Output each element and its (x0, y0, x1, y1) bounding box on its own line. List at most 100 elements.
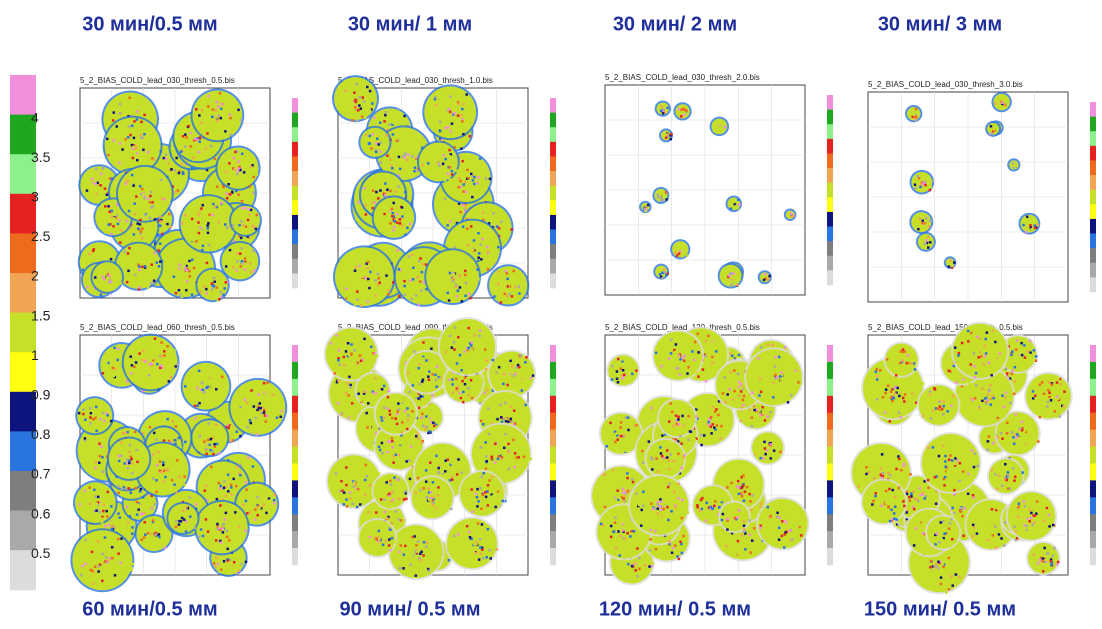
map-pixel (376, 355, 379, 358)
map-pixel (731, 355, 734, 358)
map-pixel (403, 285, 406, 288)
map-pixel (359, 503, 362, 506)
map-pixel (225, 192, 228, 195)
mini-colorbar (292, 142, 298, 157)
map-pixel (397, 402, 400, 405)
map-pixel (385, 481, 388, 484)
map-pixel (97, 540, 100, 543)
map-pixel (262, 406, 265, 409)
map-pixel (670, 133, 673, 136)
map-pixel (665, 274, 668, 277)
map-pixel (449, 166, 452, 169)
map-pixel (494, 443, 497, 446)
map-pixel (178, 267, 181, 270)
map-pixel (470, 344, 473, 347)
map-pixel (144, 245, 147, 248)
map-pixel (515, 366, 518, 369)
map-pixel (442, 209, 445, 212)
map-pixel (205, 518, 208, 521)
map-pixel (208, 214, 211, 217)
map-pixel (103, 504, 106, 507)
map-pixel (104, 231, 107, 234)
map-pixel (222, 491, 225, 494)
map-pixel (357, 485, 360, 488)
map-panel: 5_2_BIAS_COLD_lead_090_thresh_0.5.bis (324, 317, 556, 580)
map-pixel (391, 417, 394, 420)
map-pixel (110, 281, 113, 284)
map-pixel (86, 189, 89, 192)
map-pixel (432, 481, 435, 484)
map-pixel (482, 423, 485, 426)
map-pixel (141, 227, 144, 230)
map-pixel (457, 533, 460, 536)
map-pixel (417, 276, 420, 279)
map-pixel (89, 247, 92, 250)
map-pixel (360, 305, 363, 308)
map-pixel (101, 553, 104, 556)
map-pixel (925, 223, 928, 226)
map-pixel (435, 379, 438, 382)
map-pixel (431, 364, 434, 367)
map-pixel (133, 146, 136, 149)
map-pixel (476, 373, 479, 376)
map-pixel (532, 374, 535, 377)
map-pixel (133, 120, 136, 123)
map-pixel (110, 258, 113, 261)
map-pixel (216, 490, 219, 493)
map-pixel (468, 531, 471, 534)
map-pixel (358, 104, 361, 107)
map-pixel (191, 242, 194, 245)
mini-colorbar (292, 379, 298, 396)
map-pixel (506, 278, 509, 281)
map-pixel (480, 553, 483, 556)
map-pixel (479, 487, 482, 490)
map-pixel (391, 491, 394, 494)
map-pixel (1005, 101, 1008, 104)
legend-label: 0.6 (31, 505, 51, 521)
map-pixel (228, 539, 231, 542)
map-pixel (194, 527, 197, 530)
map-pixel (144, 360, 147, 363)
map-pixel (365, 134, 368, 137)
map-pixel (436, 503, 439, 506)
map-pixel (392, 401, 395, 404)
map-pixel (491, 456, 494, 459)
map-pixel (117, 223, 120, 226)
map-pixel (462, 204, 465, 207)
map-pixel (452, 280, 455, 283)
map-pixel (738, 354, 741, 357)
map-pixel (451, 294, 454, 297)
map-pixel (480, 476, 483, 479)
map-pixel (201, 249, 204, 252)
map-pixel (97, 196, 100, 199)
map-pixel (428, 378, 431, 381)
map-pixel (190, 523, 193, 526)
map-pixel (120, 537, 123, 540)
map-pixel (456, 362, 459, 365)
map-pixel (147, 151, 150, 154)
map-pixel (152, 536, 155, 539)
map-pixel (464, 270, 467, 273)
map-pixel (384, 217, 387, 220)
map-pixel (120, 562, 123, 565)
map-pixel (375, 142, 378, 145)
legend-label: 0.5 (31, 545, 51, 561)
map-pixel (252, 465, 255, 468)
map-pixel (374, 279, 377, 282)
map-pixel (507, 285, 510, 288)
map-pixel (102, 560, 105, 563)
map-pixel (421, 509, 424, 512)
map-pixel (138, 269, 141, 272)
map-pixel (372, 201, 375, 204)
map-pixel (908, 111, 911, 114)
map-pixel (140, 488, 143, 491)
mini-colorbar (292, 413, 298, 430)
map-pixel (144, 265, 147, 268)
map-pixel (380, 498, 383, 501)
map-pixel (107, 491, 110, 494)
map-pixel (107, 205, 110, 208)
map-pixel (722, 274, 725, 277)
map-pixel (486, 246, 489, 249)
map-pixel (131, 174, 134, 177)
map-pixel (334, 372, 337, 375)
